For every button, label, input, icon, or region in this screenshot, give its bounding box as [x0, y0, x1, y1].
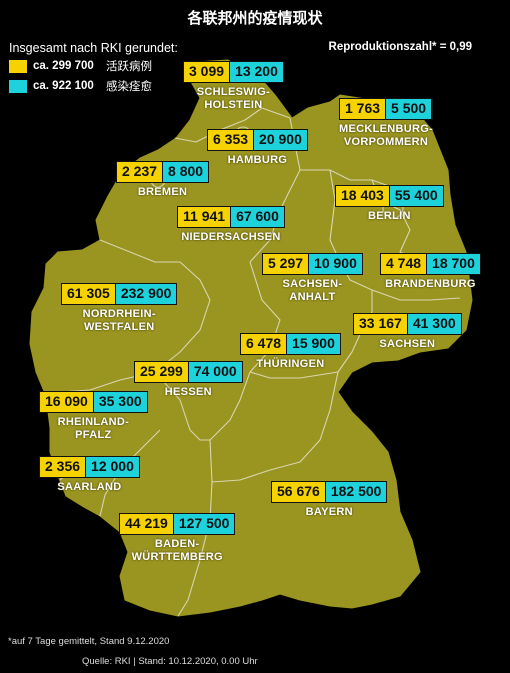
active-cases-value: 44 219	[120, 514, 173, 534]
state-name: SCHLESWIG- HOLSTEIN	[196, 86, 271, 111]
state-label-sachsen: 33 167 41 300 SACHSEN	[353, 313, 462, 351]
state-name: BRANDENBURG	[385, 278, 476, 290]
legend-label-recovered: 感染痊愈	[106, 79, 152, 93]
recovered-value: 10 900	[308, 254, 362, 274]
recovered-value: 35 300	[92, 392, 147, 412]
state-name: SACHSEN	[379, 338, 436, 350]
state-label-thueringen: 6 478 15 900 THÜRINGEN	[240, 333, 341, 371]
active-cases-value: 2 356	[40, 457, 86, 477]
state-borders	[59, 107, 461, 617]
recovered-value: 74 000	[187, 362, 242, 382]
state-label-hamburg: 6 353 20 900 HAMBURG	[207, 129, 308, 167]
recovered-value: 15 900	[286, 334, 340, 354]
recovered-value: 13 200	[229, 62, 283, 82]
state-name: NIEDERSACHSEN	[181, 231, 281, 243]
reproduction-number: Reproduktionszahl* = 0,99	[328, 41, 472, 53]
state-label-niedersachsen: 11 941 67 600 NIEDERSACHSEN	[177, 206, 285, 244]
state-label-rheinland-pfalz: 16 090 35 300 RHEINLAND- PFALZ	[39, 391, 148, 442]
legend-value-active: ca. 299 700	[33, 60, 94, 72]
legend-item-active: ca. 299 700 活跃病例	[9, 59, 152, 73]
state-label-sachsen-anhalt: 5 297 10 900 SACHSEN- ANHALT	[262, 253, 363, 304]
state-label-hessen: 25 299 74 000 HESSEN	[134, 361, 243, 399]
state-name: BAYERN	[305, 506, 353, 518]
state-name: RHEINLAND- PFALZ	[57, 416, 130, 441]
footnote: *auf 7 Tage gemittelt, Stand 9.12.2020	[8, 636, 170, 647]
recovered-value: 20 900	[253, 130, 307, 150]
state-label-saarland: 2 356 12 000 SAARLAND	[39, 456, 140, 494]
state-label-brandenburg: 4 748 18 700 BRANDENBURG	[380, 253, 481, 291]
recovered-value: 182 500	[324, 482, 387, 502]
state-name: BREMEN	[137, 186, 188, 198]
active-cases-value: 18 403	[336, 186, 389, 206]
recovered-value: 67 600	[230, 207, 284, 227]
recovered-value: 18 700	[426, 254, 480, 274]
source-note: Quelle: RKI | Stand: 10.12.2020, 0.00 Uh…	[82, 656, 258, 667]
state-name: BERLIN	[367, 210, 411, 222]
active-cases-value: 3 099	[184, 62, 230, 82]
legend-swatch-recovered	[9, 79, 27, 93]
state-label-bayern: 56 676 182 500 BAYERN	[271, 481, 388, 519]
recovered-value: 41 300	[406, 314, 461, 334]
recovered-value: 55 400	[388, 186, 443, 206]
state-label-nordrhein-westfalen: 61 305 232 900 NORDRHEIN- WESTFALEN	[61, 283, 178, 334]
legend-swatch-active	[9, 59, 27, 73]
state-label-bremen: 2 237 8 800 BREMEN	[116, 161, 210, 199]
active-cases-value: 6 353	[208, 130, 254, 150]
active-cases-value: 4 748	[381, 254, 427, 274]
state-name: HAMBURG	[227, 154, 288, 166]
active-cases-value: 25 299	[135, 362, 188, 382]
active-cases-value: 1 763	[340, 99, 386, 119]
active-cases-value: 33 167	[354, 314, 407, 334]
recovered-value: 127 500	[172, 514, 235, 534]
active-cases-value: 56 676	[272, 482, 325, 502]
page-title: 各联邦州的疫情现状	[187, 9, 323, 27]
state-name: NORDRHEIN- WESTFALEN	[82, 308, 156, 333]
active-cases-value: 16 090	[40, 392, 93, 412]
state-name: SACHSEN- ANHALT	[282, 278, 343, 303]
active-cases-value: 61 305	[62, 284, 115, 304]
legend-value-recovered: ca. 922 100	[33, 80, 94, 92]
recovered-value: 232 900	[114, 284, 177, 304]
state-name: MECKLENBURG- VORPOMMERN	[339, 123, 434, 148]
state-label-berlin: 18 403 55 400 BERLIN	[335, 185, 444, 223]
active-cases-value: 5 297	[263, 254, 309, 274]
state-name: SAARLAND	[57, 481, 122, 493]
state-label-mecklenburg-vorpommern: 1 763 5 500 MECKLENBURG- VORPOMMERN	[339, 98, 434, 149]
state-name: THÜRINGEN	[256, 358, 325, 370]
active-cases-value: 2 237	[117, 162, 163, 182]
active-cases-value: 11 941	[178, 207, 231, 227]
recovered-value: 8 800	[162, 162, 209, 182]
legend-label-active: 活跃病例	[106, 59, 152, 73]
state-name: BADEN- WÜRTTEMBERG	[131, 538, 223, 563]
legend-item-recovered: ca. 922 100 感染痊愈	[9, 79, 152, 93]
state-name: HESSEN	[164, 386, 212, 398]
recovered-value: 12 000	[85, 457, 139, 477]
state-label-schleswig-holstein: 3 099 13 200 SCHLESWIG- HOLSTEIN	[183, 61, 284, 112]
legend-title: Insgesamt nach RKI gerundet:	[9, 41, 178, 55]
state-label-baden-wuerttemberg: 44 219 127 500 BADEN- WÜRTTEMBERG	[119, 513, 236, 564]
recovered-value: 5 500	[385, 99, 432, 119]
active-cases-value: 6 478	[241, 334, 287, 354]
